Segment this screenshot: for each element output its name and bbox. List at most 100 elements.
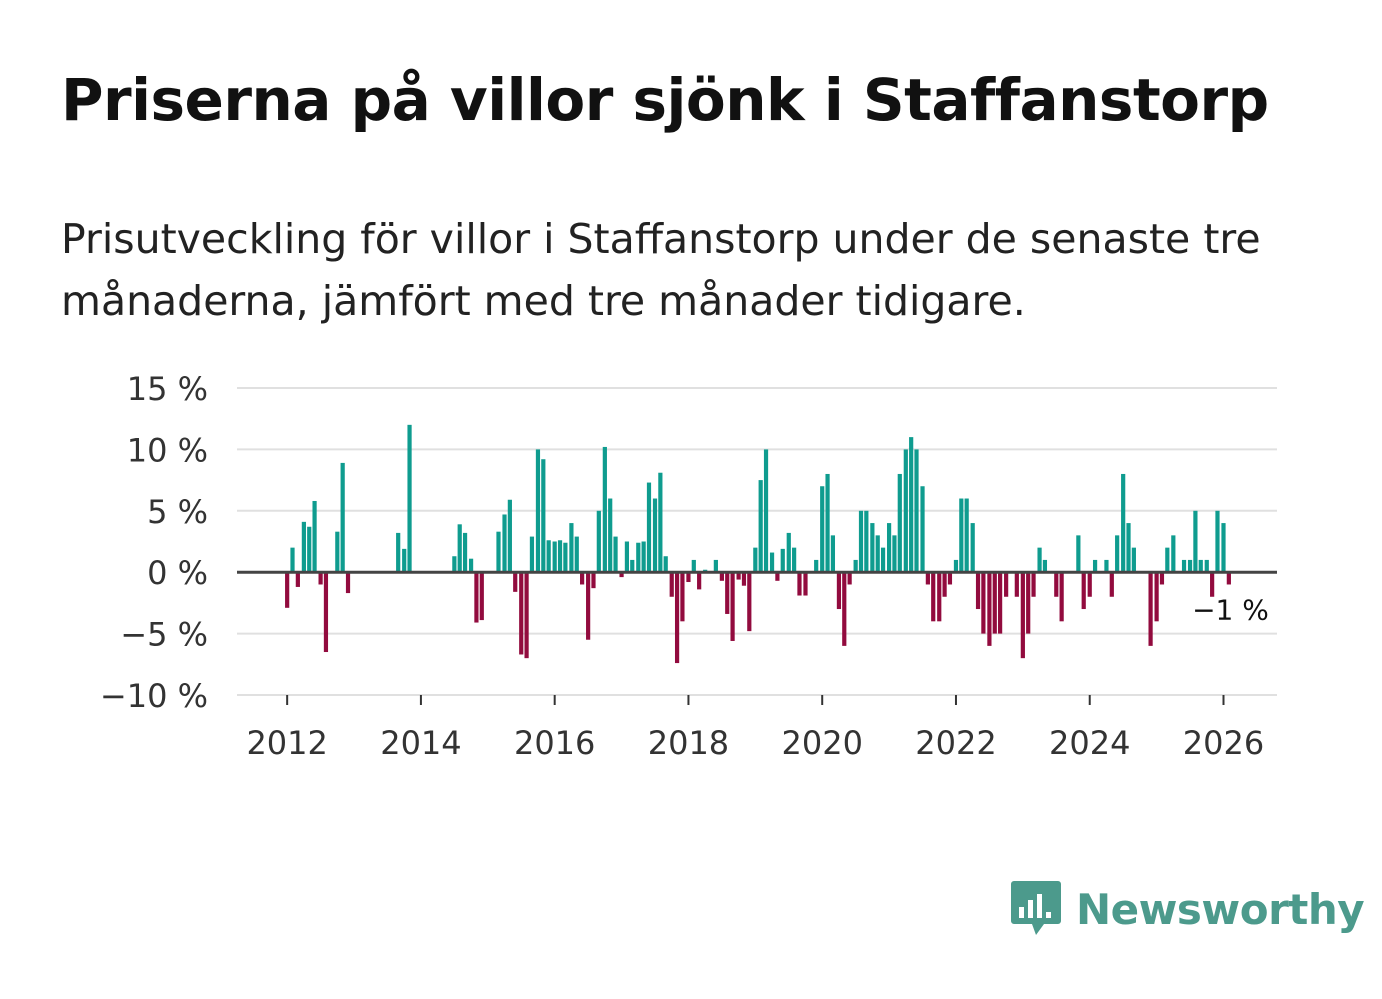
bar bbox=[1210, 572, 1215, 597]
bar bbox=[792, 547, 797, 573]
bar bbox=[462, 532, 468, 573]
bar bbox=[580, 572, 585, 585]
bar bbox=[1187, 559, 1193, 573]
bar bbox=[797, 572, 802, 596]
bar bbox=[1193, 510, 1198, 573]
bar bbox=[870, 523, 875, 573]
bar bbox=[641, 541, 646, 573]
bar bbox=[608, 498, 613, 573]
bar bbox=[975, 572, 981, 610]
bar bbox=[307, 526, 312, 573]
bar bbox=[613, 536, 618, 573]
bar bbox=[763, 449, 769, 573]
bar bbox=[864, 510, 869, 573]
bar bbox=[1092, 559, 1098, 573]
bar bbox=[1198, 559, 1203, 573]
bar bbox=[713, 559, 718, 573]
y-tick-label: 10 % bbox=[127, 431, 208, 469]
bar bbox=[652, 498, 658, 573]
bar bbox=[697, 572, 702, 590]
bar bbox=[1109, 572, 1114, 597]
bar-chart-speech-bubble-icon bbox=[1011, 881, 1061, 935]
bar bbox=[814, 559, 819, 573]
bar bbox=[1004, 572, 1009, 597]
bar bbox=[1014, 572, 1019, 597]
y-tick-label: 5 % bbox=[147, 493, 208, 531]
bar bbox=[747, 572, 752, 632]
chart-title: Priserna på villor sjönk i Staffanstorp bbox=[61, 66, 1269, 134]
bar bbox=[1154, 572, 1159, 622]
bar bbox=[1104, 559, 1109, 573]
bar bbox=[468, 558, 474, 573]
bar bbox=[323, 572, 329, 653]
x-tick-label: 2022 bbox=[915, 724, 996, 762]
bar bbox=[753, 547, 758, 573]
bar bbox=[947, 572, 953, 585]
bar bbox=[858, 510, 864, 573]
bar bbox=[479, 572, 484, 621]
bar bbox=[836, 572, 842, 610]
bar bbox=[1031, 572, 1036, 597]
bar bbox=[1181, 559, 1187, 573]
bar bbox=[780, 548, 785, 573]
bar bbox=[1159, 572, 1165, 585]
bar bbox=[786, 532, 791, 573]
bar bbox=[1081, 572, 1086, 610]
bar bbox=[507, 499, 512, 573]
x-tick-label: 2016 bbox=[514, 724, 595, 762]
bar bbox=[909, 437, 914, 573]
bar bbox=[741, 572, 747, 586]
bar bbox=[574, 536, 579, 573]
bar bbox=[285, 572, 290, 608]
y-tick-label: −5 % bbox=[120, 616, 208, 654]
bar bbox=[1042, 559, 1048, 573]
bar bbox=[591, 572, 596, 589]
bar bbox=[552, 541, 557, 573]
bar bbox=[290, 547, 295, 573]
bar bbox=[925, 572, 930, 585]
brand-logo[interactable]: Newsworthy bbox=[1010, 876, 1365, 942]
bar bbox=[897, 473, 902, 573]
bar bbox=[769, 552, 775, 573]
bar bbox=[892, 535, 897, 573]
bar bbox=[998, 572, 1003, 634]
bar bbox=[301, 521, 306, 573]
bar bbox=[1215, 510, 1220, 573]
bar bbox=[853, 559, 858, 573]
bar bbox=[959, 498, 964, 573]
bar bbox=[1020, 572, 1025, 659]
bar bbox=[725, 572, 730, 614]
bar bbox=[402, 548, 407, 573]
y-tick-label: 0 % bbox=[147, 554, 208, 592]
bar bbox=[457, 524, 462, 573]
bar bbox=[524, 572, 529, 659]
bar bbox=[719, 572, 724, 581]
bar bbox=[674, 572, 680, 664]
bar bbox=[953, 559, 959, 573]
bar bbox=[596, 510, 601, 573]
bar bbox=[920, 486, 925, 573]
bar bbox=[1087, 572, 1092, 597]
bar bbox=[914, 449, 919, 573]
bar bbox=[619, 572, 624, 578]
bar bbox=[1037, 547, 1042, 573]
bar bbox=[1131, 547, 1136, 573]
grid-layer bbox=[237, 387, 1277, 696]
bar bbox=[519, 572, 524, 655]
bar bbox=[345, 572, 351, 594]
x-axis: 2012 2014 2016 2018 2020 2022 2024 2026 bbox=[246, 695, 1264, 762]
chart-svg: 15 % 10 % 5 % 0 % −5 % −10 % 2012 2014 2016 2018… bbox=[100, 370, 1277, 762]
bar bbox=[931, 572, 936, 622]
bar bbox=[502, 514, 507, 573]
bar bbox=[1126, 523, 1131, 573]
x-tick-label: 2012 bbox=[246, 724, 327, 762]
bar bbox=[730, 572, 735, 641]
bar bbox=[775, 572, 780, 581]
y-axis: 15 % 10 % 5 % 0 % −5 % −10 % bbox=[100, 370, 208, 715]
x-tick-label: 2018 bbox=[648, 724, 729, 762]
bar bbox=[1076, 535, 1081, 573]
bar bbox=[964, 498, 969, 573]
price-change-chart: 15 % 10 % 5 % 0 % −5 % −10 % 2012 2014 2016 2018… bbox=[0, 360, 1382, 780]
bar bbox=[586, 572, 591, 640]
bar bbox=[474, 572, 479, 623]
